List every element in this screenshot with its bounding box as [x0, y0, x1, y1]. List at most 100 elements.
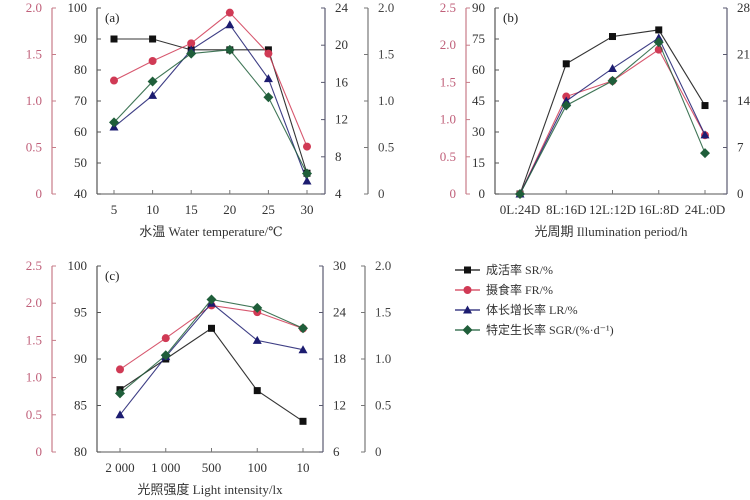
x-axis-title: 光照强度 Light intensity/lx — [137, 482, 283, 497]
x-tick-label: 500 — [202, 460, 222, 475]
data-point-sr — [253, 387, 261, 395]
legend-label-sgr: 特定生长率 SGR/(%·d⁻¹) — [486, 322, 614, 337]
data-point-fr — [264, 49, 273, 58]
y-tick-label-sr: 60 — [472, 62, 485, 77]
y-tick-label-fr: 1.5 — [440, 74, 456, 89]
y-tick-label-sgr: 2.0 — [378, 0, 394, 15]
data-point-fr — [187, 39, 196, 48]
x-tick-label: 15 — [185, 202, 198, 217]
y-tick-label-sr: 80 — [74, 62, 87, 77]
data-point-lr — [252, 335, 262, 344]
y-tick-label-sgr: 0 — [375, 444, 382, 459]
y-tick-label-sr: 80 — [74, 444, 87, 459]
y-tick-label-lr: 30 — [333, 258, 346, 273]
data-point-lr — [263, 74, 273, 83]
y-tick-label-sr: 90 — [74, 351, 87, 366]
y-tick-label-sr: 30 — [472, 124, 485, 139]
data-point-sgr — [302, 168, 312, 179]
y-tick-label-sgr: 2.0 — [375, 258, 391, 273]
data-point-sgr — [252, 302, 263, 313]
data-point-fr — [148, 57, 157, 66]
y-tick-label-sr: 85 — [74, 398, 87, 413]
data-point-sgr — [160, 350, 171, 361]
y-tick-label-sgr: 1.5 — [378, 47, 394, 62]
data-point-sgr — [186, 48, 197, 59]
y-tick-label-lr: 8 — [335, 149, 342, 164]
series-line-fr — [119, 304, 304, 370]
y-tick-label-fr: 2.5 — [440, 0, 456, 15]
y-tick-label-fr: 1.0 — [26, 370, 42, 385]
data-point-fr — [110, 76, 118, 85]
y-tick-label-lr: 16 — [335, 74, 349, 89]
y-tick-label-lr: 28 — [737, 0, 750, 15]
y-tick-label-fr: 0 — [450, 186, 457, 201]
x-tick-label: 25 — [262, 202, 275, 217]
data-point-lr — [225, 20, 235, 29]
y-tick-label-lr: 12 — [335, 112, 348, 127]
y-tick-label-fr: 2.0 — [26, 295, 42, 310]
data-point-sr — [208, 324, 215, 332]
y-tick-label-lr: 18 — [333, 351, 346, 366]
x-tick-label: 1 000 — [151, 460, 180, 475]
data-point-sr — [609, 33, 616, 41]
x-tick-label: 100 — [248, 460, 268, 475]
data-point-sgr — [700, 148, 710, 159]
x-axis-title: 水温 Water temperature/℃ — [139, 224, 282, 239]
y-tick-label-sgr: 1.0 — [378, 93, 394, 108]
y-tick-label-fr: 0.5 — [26, 140, 42, 155]
series-line-sr — [114, 38, 308, 174]
x-tick-label: 12L:12D — [589, 202, 636, 217]
y-tick-label-fr: 0.5 — [440, 149, 456, 164]
data-point-sgr — [653, 37, 664, 48]
y-tick-label-sgr: 1.5 — [375, 305, 391, 320]
data-point-sgr — [109, 117, 119, 128]
series-line-sr — [519, 29, 706, 195]
y-tick-label-fr: 2.5 — [26, 258, 42, 273]
x-tick-label: 20 — [223, 202, 236, 217]
data-point-lr — [115, 410, 125, 419]
data-point-sgr — [206, 294, 217, 305]
x-tick-label: 2 000 — [105, 460, 134, 475]
legend-marker-sr — [464, 266, 471, 274]
panel-label: (a) — [105, 10, 119, 25]
y-tick-label-lr: 24 — [335, 0, 349, 15]
y-tick-label-lr: 12 — [333, 398, 346, 413]
legend-marker-lr — [463, 305, 472, 314]
data-point-sr — [110, 35, 118, 43]
data-point-sgr — [515, 189, 525, 199]
data-point-sr — [149, 35, 157, 43]
y-tick-label-fr: 0.5 — [26, 407, 42, 422]
y-tick-label-sr: 40 — [74, 186, 87, 201]
y-tick-label-sgr: 0 — [378, 186, 385, 201]
y-tick-label-lr: 24 — [333, 305, 347, 320]
y-tick-label-sgr: 0.5 — [375, 398, 391, 413]
data-point-sgr — [224, 44, 235, 55]
legend-marker-sgr — [462, 325, 473, 335]
data-point-sr — [701, 102, 709, 110]
data-point-lr — [608, 63, 617, 72]
y-tick-label-sgr: 0.5 — [378, 140, 394, 155]
data-point-lr — [302, 176, 312, 185]
x-tick-label: 10 — [297, 460, 310, 475]
legend-label-fr: 摄食率 FR/% — [486, 282, 553, 297]
panel-b: 0 0.5 1.0 1.5 2.0 2.5 0 15 30 45 60 75 90 0 7 14 21 28 0L:… — [440, 0, 750, 239]
series-line-fr — [113, 11, 308, 147]
y-tick-label-sr: 100 — [68, 0, 88, 15]
y-tick-label-fr: 0 — [36, 444, 43, 459]
y-tick-label-sr: 95 — [74, 305, 87, 320]
data-point-sr — [562, 60, 570, 68]
y-tick-label-fr: 1.0 — [26, 93, 42, 108]
data-point-fr — [303, 142, 311, 151]
data-point-sgr — [147, 76, 158, 87]
y-tick-label-fr: 2.0 — [26, 0, 42, 15]
y-tick-label-sr: 90 — [74, 31, 87, 46]
y-tick-label-lr: 14 — [737, 93, 750, 108]
x-tick-label: 10 — [146, 202, 159, 217]
x-tick-label: 8L:16D — [546, 202, 586, 217]
x-tick-label: 24L:0D — [685, 202, 725, 217]
y-tick-label-lr: 7 — [737, 140, 744, 155]
data-point-fr — [225, 8, 234, 17]
x-tick-label: 5 — [111, 202, 118, 217]
y-tick-label-sr: 45 — [472, 93, 485, 108]
